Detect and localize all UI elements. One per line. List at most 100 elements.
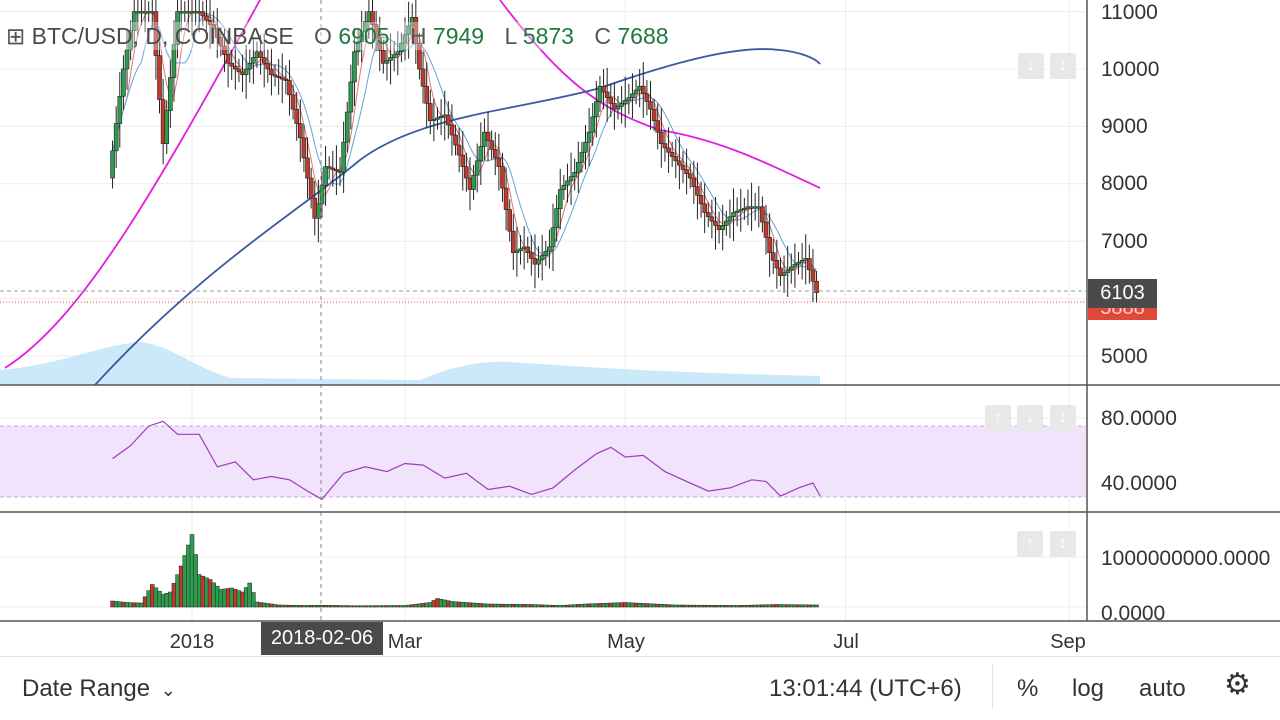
ohlc-close-value: 7688 <box>617 23 669 49</box>
candle-body <box>709 216 715 222</box>
price-axis-label: 10000 <box>1101 58 1159 81</box>
candle-body <box>460 154 466 167</box>
moving-average-line <box>112 12 817 270</box>
candle-body <box>330 167 336 170</box>
candle-body <box>323 166 328 186</box>
gear-icon[interactable]: ⚙ <box>1224 668 1251 701</box>
moving-average-long <box>94 48 821 386</box>
move-up-icon[interactable]: ↑ <box>985 405 1011 431</box>
candle-body <box>810 269 816 282</box>
maximize-pane-icon[interactable]: ↕ <box>1050 405 1076 431</box>
candle-body <box>655 120 661 133</box>
candle-body <box>731 212 736 218</box>
candle-body <box>391 54 397 58</box>
auto-scale-button[interactable]: auto <box>1139 675 1186 702</box>
trading-chart[interactable]: 11000 10000 9000 8000 7000 5000 80.0000 … <box>0 0 1280 656</box>
candle-body <box>283 78 289 81</box>
candle-body <box>110 150 115 179</box>
candle-body <box>420 68 426 87</box>
candle-body <box>316 203 321 219</box>
symbol-title[interactable]: BTC/USD, D, COINBASE <box>31 23 294 49</box>
candle-body <box>200 11 206 17</box>
candle-body <box>276 75 281 78</box>
candle-body <box>478 146 484 162</box>
move-down-icon[interactable]: ↓ <box>1017 405 1043 431</box>
candle-body <box>557 189 563 209</box>
candle-body <box>298 123 303 139</box>
candle-body <box>597 85 603 102</box>
maximize-pane-icon[interactable]: ↕ <box>1050 531 1076 557</box>
date-range-button[interactable]: Date Range ⌄ <box>22 675 176 704</box>
log-scale-button[interactable]: log <box>1072 675 1105 702</box>
candle-body <box>384 60 390 64</box>
clock-display[interactable]: 13:01:44 (UTC+6) <box>769 675 962 702</box>
candle-body <box>669 151 675 157</box>
candle-body <box>279 77 285 80</box>
ohlc-low-value: 5873 <box>522 23 574 49</box>
candle-body <box>128 30 133 51</box>
price-axis-label: 7000 <box>1101 230 1148 253</box>
candle-body <box>485 131 491 142</box>
volume-bars <box>110 534 819 608</box>
candle-body <box>334 169 339 172</box>
ohlc-open-key: O <box>314 23 332 49</box>
candle-body <box>626 97 632 101</box>
ohlc-close-key: C <box>594 23 611 49</box>
candle-body <box>272 74 278 77</box>
candle-body <box>785 269 790 274</box>
symbol-legend: ⊞ BTC/USD, D, COINBASE O 6905 H 7949 L 5… <box>6 22 669 50</box>
candle-body <box>565 180 570 186</box>
candle-body <box>536 259 541 265</box>
candle-body <box>807 258 812 271</box>
candle-body <box>427 103 433 121</box>
plus-square-icon[interactable]: ⊞ <box>6 23 26 49</box>
candle-body <box>640 85 646 95</box>
candle-body <box>290 94 296 110</box>
move-down-icon[interactable]: ↓ <box>1018 53 1044 79</box>
time-axis-label: Jul <box>833 631 859 653</box>
candle-body <box>153 11 159 56</box>
candle-body <box>402 34 408 44</box>
candle-body <box>359 31 364 43</box>
candlesticks <box>110 0 819 304</box>
candle-body <box>496 157 502 167</box>
candle-body <box>579 151 585 163</box>
candle-body <box>373 24 379 38</box>
candle-body <box>503 187 509 210</box>
candle-body <box>471 174 476 190</box>
candle-body <box>424 85 429 104</box>
volume-axis-label: 0.0000 <box>1101 602 1165 625</box>
candle-body <box>651 108 657 121</box>
candle-body <box>630 93 635 99</box>
price-axis-label: 8000 <box>1101 172 1148 195</box>
candle-body <box>713 220 718 226</box>
volume-bar <box>251 592 256 608</box>
maximize-pane-icon[interactable]: ↕ <box>1050 53 1076 79</box>
candle-body <box>666 147 671 153</box>
candle-body <box>742 207 747 210</box>
candle-body <box>247 62 253 70</box>
candle-body <box>687 173 693 179</box>
candle-body <box>449 124 455 136</box>
candle-body <box>211 24 216 30</box>
candle-body <box>601 85 606 93</box>
candle-body <box>615 106 621 110</box>
candle-body <box>305 157 310 179</box>
candle-body <box>214 28 220 38</box>
candle-body <box>395 51 401 55</box>
candle-body <box>633 89 639 95</box>
candle-body <box>550 227 556 248</box>
move-up-icon[interactable]: ↑ <box>1017 531 1043 557</box>
candle-body <box>677 160 682 166</box>
candle-body <box>319 184 325 205</box>
bottom-toolbar: Date Range ⌄ 13:01:44 (UTC+6) % log auto… <box>0 656 1280 720</box>
candle-body <box>474 160 480 176</box>
percent-scale-button[interactable]: % <box>1017 675 1039 702</box>
candle-body <box>604 91 610 98</box>
toolbar-divider <box>992 665 993 709</box>
candle-body <box>489 140 494 150</box>
candle-body <box>698 194 704 205</box>
candle-body <box>352 51 357 83</box>
candle-body <box>175 11 180 45</box>
candle-body <box>301 137 307 159</box>
